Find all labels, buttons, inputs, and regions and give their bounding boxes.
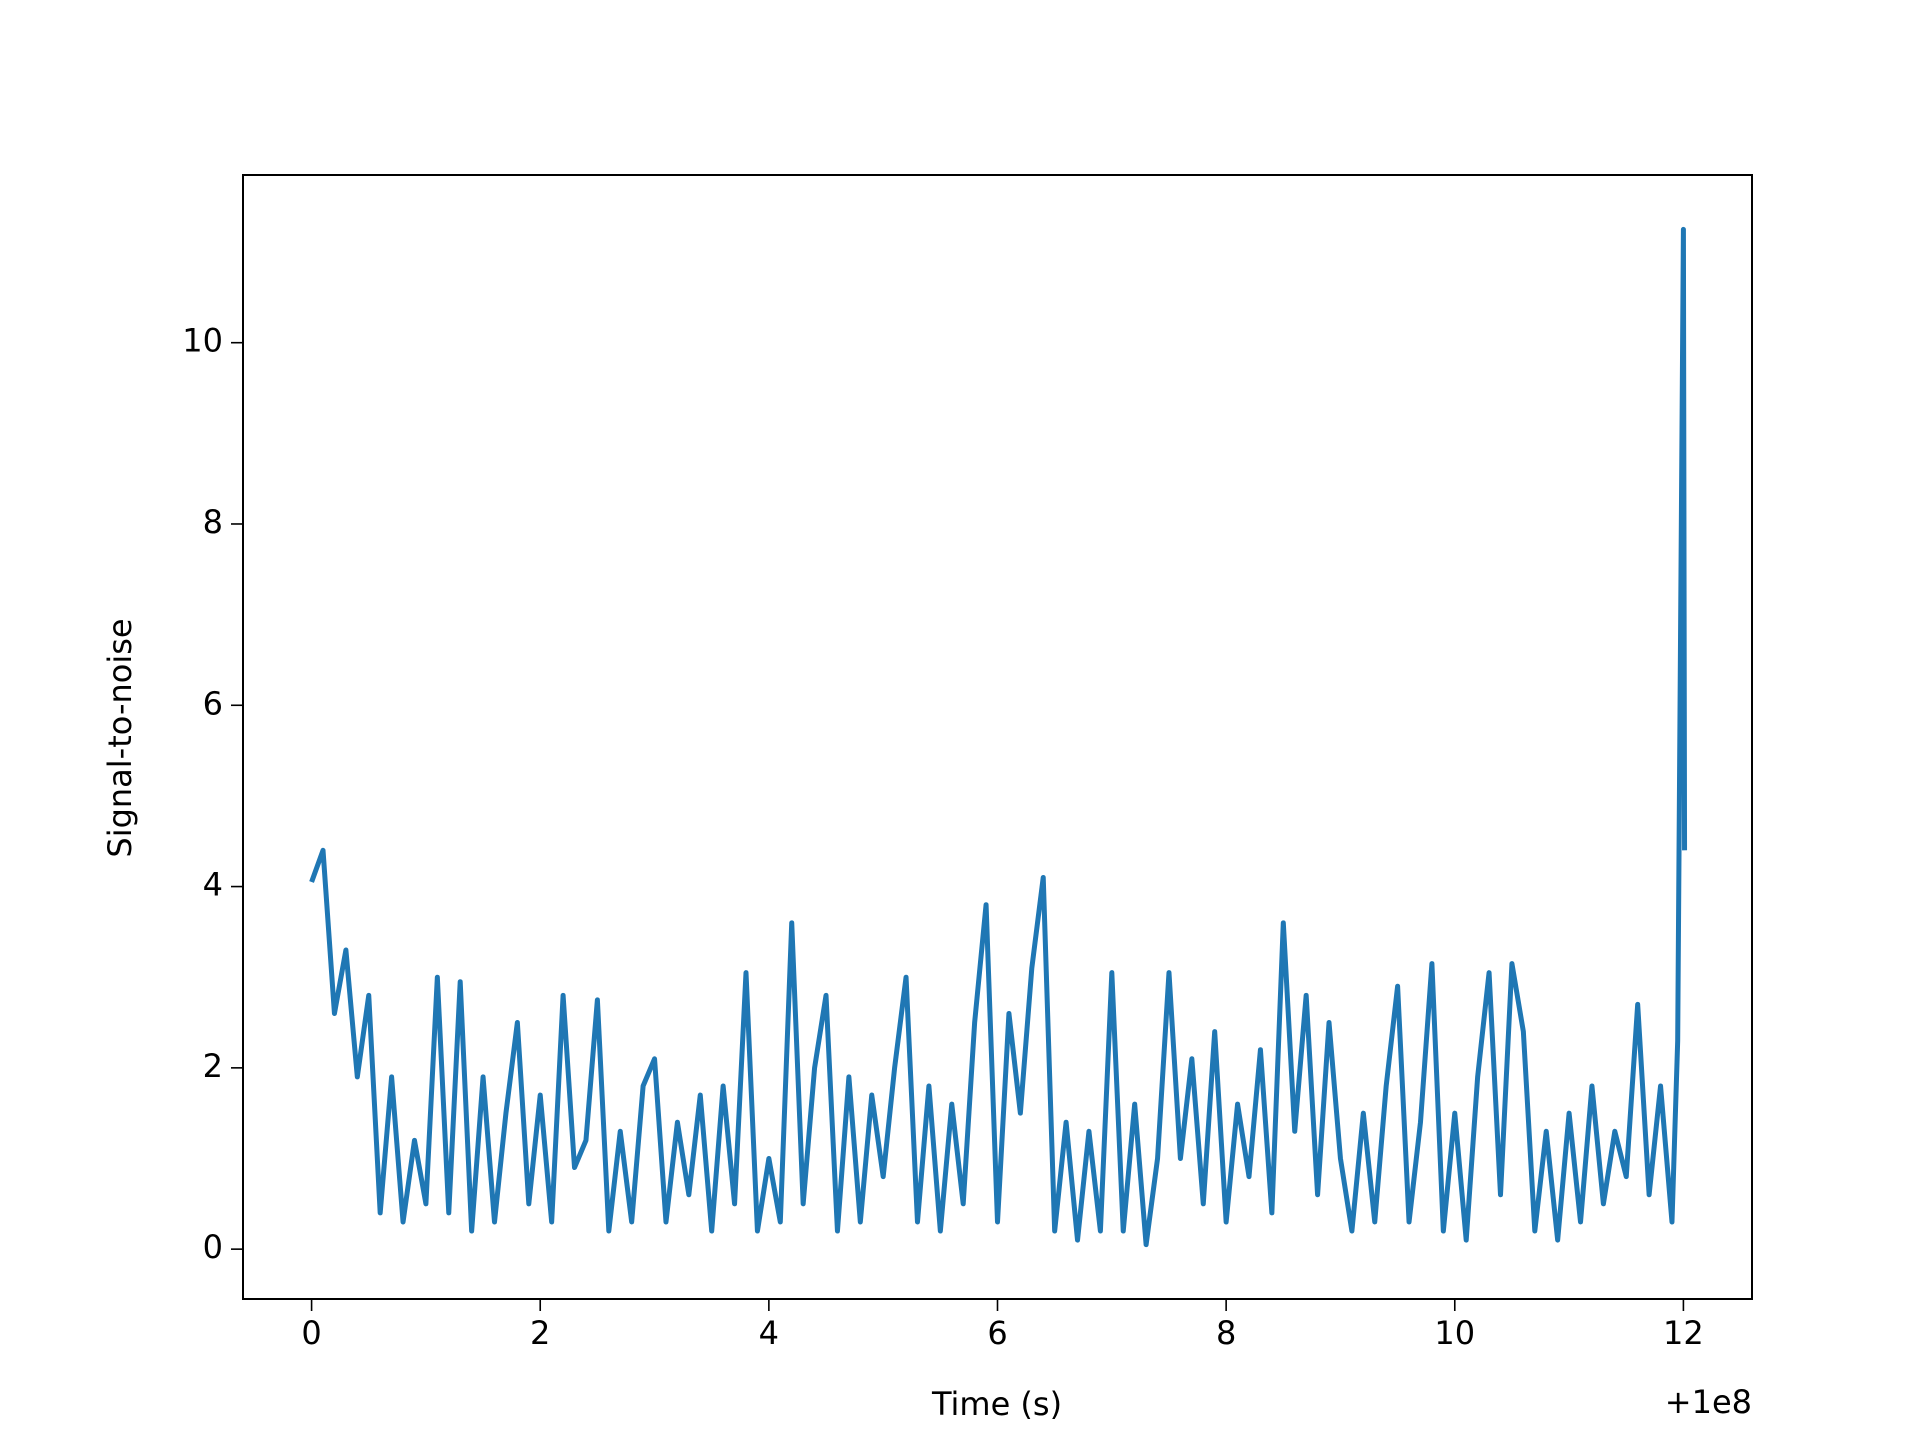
y-tick-label: 4 — [203, 866, 223, 904]
plot-frame — [242, 174, 1753, 1300]
x-tick-label: 12 — [1663, 1314, 1704, 1352]
y-axis-label: Signal-to-noise — [101, 618, 139, 857]
x-tick-label: 4 — [759, 1314, 779, 1352]
x-tick-label: 10 — [1434, 1314, 1475, 1352]
y-tick-label: 10 — [182, 322, 223, 360]
x-tick-label: 8 — [1216, 1314, 1236, 1352]
x-axis-label: Time (s) — [931, 1385, 1062, 1423]
x-tick-label: 0 — [301, 1314, 321, 1352]
x-tick-label: 6 — [987, 1314, 1007, 1352]
x-offset-label: +1e8 — [1665, 1383, 1752, 1421]
line — [309, 226, 1688, 1248]
x-tick-label: 2 — [530, 1314, 550, 1352]
y-tick-label: 6 — [203, 684, 223, 722]
y-tick-label: 0 — [203, 1228, 223, 1266]
y-tick-label: 8 — [203, 503, 223, 541]
y-tick-label: 2 — [203, 1047, 223, 1085]
